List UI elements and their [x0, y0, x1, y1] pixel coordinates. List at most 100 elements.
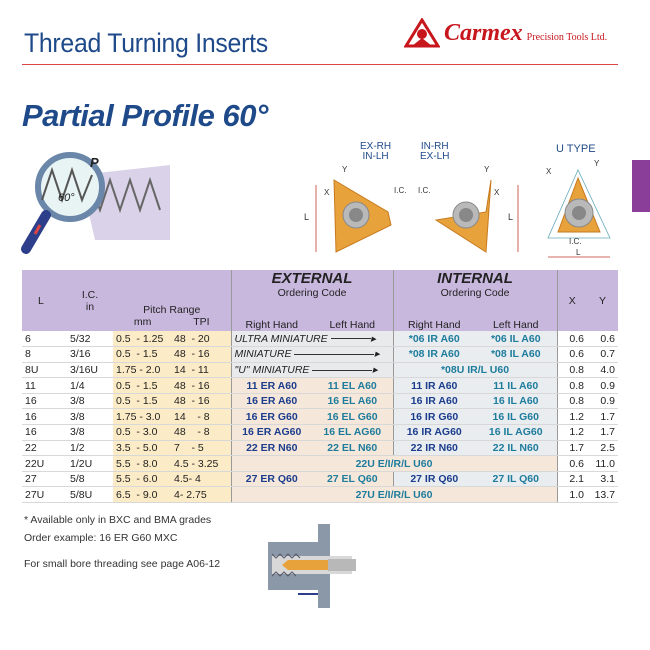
cell-int-lh: *06 IL A60 [475, 331, 557, 348]
svg-text:I.C.: I.C. [418, 186, 430, 195]
svg-text:Y: Y [342, 165, 348, 174]
cell-ext-lh: 16 EL A60 [312, 393, 393, 410]
arrow-right-icon [312, 369, 373, 371]
cell-l: 8 [22, 346, 67, 363]
cell-pitch: 0.5 - 1.25 48 - 20 [113, 331, 231, 348]
cell-ext-rh: 22 ER N60 [230, 440, 312, 457]
diagram-label-ex-rh: EX-RH IN-LH [360, 141, 392, 162]
note-small-bore: For small bore threading see page A06-12 [24, 558, 221, 570]
cell-int-lh: 16 IL G60 [475, 408, 557, 426]
cell-y: 0.7 [587, 346, 618, 363]
magnifier-thread-illustration: P 60° [21, 152, 170, 254]
cell-x: 1.0 [556, 486, 587, 504]
cell-l: 6 [22, 331, 67, 348]
cell-external-miniature: ULTRA MINIATURE ▸ [230, 331, 393, 348]
cell-y: 1.7 [587, 408, 618, 426]
svg-text:Y: Y [594, 160, 600, 168]
header-ext-rh: Right Hand [230, 299, 312, 331]
cell-int-lh: *08 IL A60 [475, 346, 557, 363]
cell-x: 0.8 [556, 362, 587, 379]
cell-x: 0.6 [556, 331, 587, 348]
table-row: 16 3/8 0.5 - 3.0 48 - 8 16 ER AG60 16 EL AG60… [22, 424, 618, 441]
cell-pitch: 1.75 - 2.0 14 - 11 [113, 362, 231, 379]
cell-ic: 1/4 [67, 377, 113, 394]
table-row: 8U 3/16U 1.75 - 2.0 14 - 11 "U" MINIATURE ▸ *… [22, 362, 618, 379]
header-pitch: Pitch Range mm TPI [113, 270, 231, 331]
cell-ic: 3/16U [67, 362, 113, 379]
insert-ex-rh-diagram: L X Y I.C. [304, 165, 406, 253]
section-tab [632, 160, 650, 212]
cell-l: 11 [22, 377, 67, 394]
cell-ext-rh: 11 ER A60 [230, 377, 312, 394]
cell-pitch: 1.75 - 3.0 14 - 8 [113, 408, 231, 426]
page-title: Thread Turning Inserts [24, 28, 268, 58]
cell-pitch: 5.5 - 6.0 4.5- 4 [113, 471, 231, 488]
cell-l: 27 [22, 471, 67, 488]
cell-pitch: 6.5 - 9.0 4- 2.75 [113, 486, 231, 504]
cell-int-rh: 27 IR Q60 [392, 471, 475, 488]
cell-pitch: 0.5 - 3.0 48 - 8 [113, 424, 231, 441]
cell-x: 1.2 [556, 424, 587, 441]
table-row: 22 1/2 3.5 - 5.0 7 - 5 22 ER N60 22 EL N60 22 … [22, 440, 618, 457]
table-row: 8 3/16 0.5 - 1.5 48 - 16 MINIATURE ▸ *08 IR A… [22, 346, 618, 363]
cell-ic: 3/8 [67, 393, 113, 410]
header-l: L [22, 270, 67, 331]
cell-x: 1.7 [556, 440, 587, 457]
cell-int-rh: *06 IR A60 [392, 331, 475, 348]
table-row: 6 5/32 0.5 - 1.25 48 - 20 ULTRA MINIATURE ▸ *… [22, 331, 618, 348]
diagram-label-u-type: U TYPE [556, 143, 596, 155]
cell-ic: 5/8 [67, 471, 113, 488]
bore-threading-illustration [268, 524, 356, 608]
insert-in-rh-diagram: L X Y I.C. [418, 165, 519, 253]
cell-y: 1.7 [587, 424, 618, 441]
header-y: Y [587, 270, 618, 331]
cell-y: 13.7 [587, 486, 618, 504]
cell-internal-combined: *08U IR/L U60 [392, 362, 557, 379]
table-row: 22U 1/2U 5.5 - 8.0 4.5 - 3.25 22U E/I/R/L U6… [22, 455, 618, 472]
cell-y: 0.9 [587, 377, 618, 394]
diagram-label-in-rh: IN-RH EX-LH [420, 141, 450, 162]
cell-l: 16 [22, 393, 67, 410]
cell-int-rh: 22 IR N60 [392, 440, 475, 457]
section-title: Partial Profile 60° [22, 98, 268, 133]
brand-subtitle: Precision Tools Ltd. [526, 31, 608, 43]
cell-external-miniature: MINIATURE ▸ [230, 346, 393, 363]
note-order-example: Order example: 16 ER G60 MXC [24, 532, 178, 544]
table-row: 27U 5/8U 6.5 - 9.0 4- 2.75 27U E/I/R/L U60 1.… [22, 486, 618, 504]
svg-text:Y: Y [484, 165, 490, 174]
carmex-emblem-icon [404, 18, 440, 48]
header-int-lh: Left Hand [475, 299, 557, 331]
brand-name: Carmex [444, 19, 523, 46]
svg-text:X: X [324, 188, 330, 197]
note-grades: * Available only in BXC and BMA grades [24, 514, 212, 526]
cell-pitch: 5.5 - 8.0 4.5 - 3.25 [113, 455, 231, 472]
cell-ic: 3/8 [67, 424, 113, 441]
ordering-table: L I.C. in Pitch Range mm TPI EXTERNAL Orderi… [22, 270, 618, 504]
cell-y: 4.0 [587, 362, 618, 379]
cell-ext-lh: 16 EL G60 [312, 408, 393, 426]
header-x: X [556, 270, 587, 331]
header-ic: I.C. in [67, 270, 113, 331]
svg-text:L: L [508, 212, 513, 222]
cell-l: 22 [22, 440, 67, 457]
cell-combined-code: 27U E/I/R/L U60 [230, 486, 557, 504]
cell-x: 1.2 [556, 408, 587, 426]
cell-x: 0.6 [556, 455, 587, 472]
table-row: 11 1/4 0.5 - 1.5 48 - 16 11 ER A60 11 EL A60 1… [22, 377, 618, 394]
cell-y: 11.0 [587, 455, 618, 472]
insert-diagrams: L X Y I.C. L X Y I.C. L I.C. X Y [304, 160, 611, 258]
cell-x: 0.8 [556, 393, 587, 410]
cell-int-rh: *08 IR A60 [392, 346, 475, 363]
table-row: 16 3/8 1.75 - 3.0 14 - 8 16 ER G60 16 EL G60 1… [22, 408, 618, 426]
header-external: EXTERNAL Ordering Code [230, 270, 393, 299]
cell-int-lh: 22 IL N60 [475, 440, 557, 457]
cell-int-lh: 11 IL A60 [475, 377, 557, 394]
svg-text:X: X [546, 167, 552, 176]
cell-int-rh: 16 IR G60 [392, 408, 475, 426]
insert-u-type-diagram: L I.C. X Y [546, 160, 611, 258]
cell-int-lh: 16 IL A60 [475, 393, 557, 410]
cell-pitch: 3.5 - 5.0 7 - 5 [113, 440, 231, 457]
cell-x: 0.8 [556, 377, 587, 394]
header-divider [22, 64, 618, 65]
cell-external-miniature: "U" MINIATURE ▸ [230, 362, 393, 379]
